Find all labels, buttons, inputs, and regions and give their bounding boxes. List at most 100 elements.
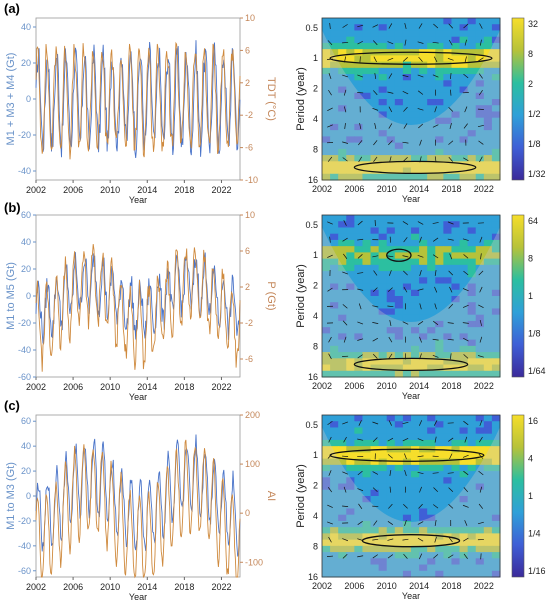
- power-cell: [459, 314, 469, 322]
- phase-arrow: [342, 471, 348, 475]
- power-cell: [443, 314, 452, 322]
- power-cell: [378, 552, 388, 559]
- power-cell: [427, 42, 436, 50]
- power-cell: [402, 117, 412, 125]
- power-cell: [419, 533, 428, 541]
- power-cell: [419, 42, 428, 50]
- power-cell: [330, 358, 339, 366]
- power-cell: [322, 130, 331, 137]
- power-cell: [443, 55, 452, 63]
- power-cell: [483, 221, 493, 228]
- power-cell: [467, 61, 477, 69]
- y-right-tick-label: -100: [245, 557, 263, 567]
- power-cell: [467, 99, 477, 106]
- power-cell: [419, 308, 428, 316]
- power-cell: [322, 258, 331, 266]
- power-cell: [402, 258, 412, 266]
- power-cell: [354, 446, 363, 453]
- power-cell: [322, 421, 331, 428]
- wavelet-y-axis-label: Period (year): [295, 264, 307, 328]
- power-cell: [330, 514, 339, 522]
- power-cell: [411, 161, 420, 169]
- colorbar-tick-label: 1/2: [528, 109, 541, 119]
- power-cell: [435, 320, 444, 328]
- power-cell: [427, 117, 436, 125]
- phase-arrow: [388, 353, 393, 360]
- phase-arrow: [374, 122, 377, 130]
- power-cell: [394, 264, 404, 272]
- power-cell: [330, 30, 339, 38]
- power-cell: [346, 252, 355, 260]
- power-cell: [467, 18, 477, 25]
- power-cell: [370, 514, 380, 522]
- x-tick-label: 2002: [26, 382, 46, 392]
- power-cell: [338, 520, 347, 528]
- wavelet-x-tick-label: 2010: [377, 381, 397, 391]
- power-cell: [435, 458, 444, 466]
- phase-arrow: [388, 123, 393, 129]
- power-cell: [394, 117, 404, 125]
- y-left-tick-label: 60: [21, 416, 31, 426]
- power-cell: [362, 289, 372, 297]
- power-cell: [402, 471, 412, 478]
- power-cell: [491, 86, 501, 94]
- power-cell: [370, 427, 380, 435]
- power-cell: [419, 264, 428, 272]
- power-cell: [427, 246, 436, 253]
- phase-arrow: [342, 157, 348, 162]
- power-cell: [362, 105, 372, 112]
- power-cell: [370, 36, 380, 44]
- power-cell: [491, 533, 501, 541]
- phase-arrow: [358, 503, 363, 509]
- wavelet-y-tick-label: 2: [313, 84, 318, 94]
- power-cell: [370, 167, 380, 175]
- colorbar-tick-label: 4: [528, 454, 533, 464]
- power-cell: [411, 458, 420, 466]
- power-cell: [419, 130, 428, 137]
- power-cell: [330, 302, 339, 309]
- power-cell: [467, 533, 477, 541]
- power-cell: [394, 477, 404, 485]
- power-cell: [443, 296, 452, 303]
- power-cell: [427, 258, 436, 266]
- power-cell: [475, 358, 485, 366]
- power-cell: [491, 136, 501, 144]
- power-cell: [483, 333, 493, 341]
- power-cell: [338, 352, 347, 359]
- power-cell: [483, 489, 493, 497]
- power-cell: [322, 514, 331, 522]
- power-cell: [394, 327, 404, 334]
- phase-arrow: [448, 23, 454, 29]
- power-cell: [411, 427, 420, 435]
- power-cell: [435, 352, 444, 359]
- power-cell: [427, 142, 436, 150]
- phase-arrow: [372, 437, 378, 443]
- power-cell: [427, 564, 436, 572]
- power-cell: [322, 67, 331, 75]
- power-cell: [411, 18, 420, 25]
- power-cell: [362, 155, 372, 162]
- power-cell: [467, 439, 477, 447]
- phase-arrow: [448, 270, 454, 276]
- phase-arrow: [343, 436, 347, 443]
- phase-arrow: [402, 221, 409, 225]
- power-cell: [467, 239, 477, 247]
- phase-arrow: [432, 472, 439, 474]
- power-cell: [330, 539, 339, 547]
- power-cell: [322, 302, 331, 309]
- power-cell: [419, 136, 428, 144]
- phase-arrow: [387, 287, 393, 292]
- power-cell: [362, 545, 372, 553]
- power-cell: [346, 433, 355, 441]
- power-cell: [411, 339, 420, 347]
- phase-arrow: [479, 436, 483, 443]
- power-cell: [491, 320, 501, 328]
- power-cell: [435, 415, 444, 422]
- phase-arrow: [419, 236, 422, 243]
- power-cell: [330, 458, 339, 466]
- power-cell: [338, 446, 347, 453]
- power-cell: [362, 345, 372, 353]
- power-cell: [483, 161, 493, 169]
- power-cell: [419, 327, 428, 334]
- power-cell: [419, 221, 428, 228]
